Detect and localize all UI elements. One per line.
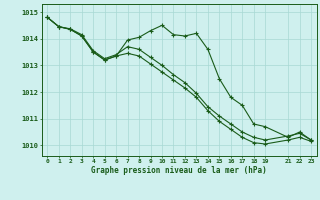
X-axis label: Graphe pression niveau de la mer (hPa): Graphe pression niveau de la mer (hPa) xyxy=(91,166,267,175)
